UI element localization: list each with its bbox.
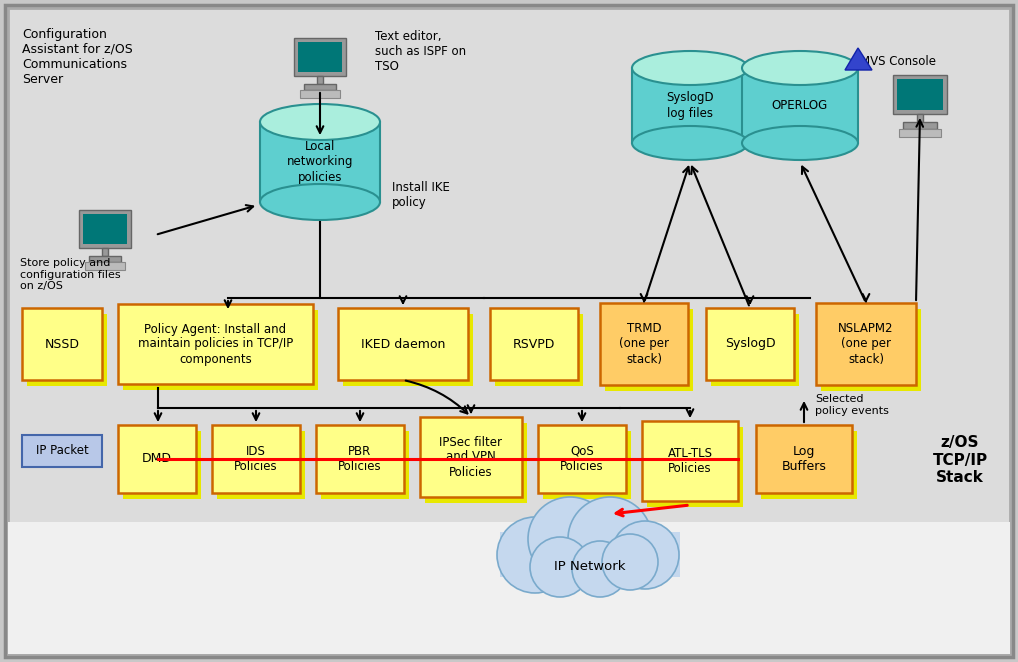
Circle shape <box>572 541 628 597</box>
Bar <box>893 75 947 114</box>
Bar <box>317 76 323 84</box>
Bar <box>490 308 578 380</box>
Bar <box>500 532 680 577</box>
Circle shape <box>611 521 679 589</box>
Ellipse shape <box>742 51 858 85</box>
Bar <box>706 308 794 380</box>
Text: Local
networking
policies: Local networking policies <box>287 140 353 183</box>
Ellipse shape <box>632 126 748 160</box>
Bar <box>298 42 342 72</box>
Bar <box>821 309 921 391</box>
Bar <box>8 522 1010 654</box>
Bar <box>123 431 201 499</box>
Circle shape <box>528 497 612 581</box>
Text: DMD: DMD <box>142 453 172 465</box>
Text: Log
Buffers: Log Buffers <box>782 445 827 473</box>
Ellipse shape <box>260 104 380 140</box>
Bar <box>343 314 473 386</box>
Bar <box>79 210 131 248</box>
Bar <box>711 314 799 386</box>
Text: OPERLOG: OPERLOG <box>772 99 828 112</box>
Circle shape <box>530 537 590 597</box>
Text: TRMD
(one per
stack): TRMD (one per stack) <box>619 322 669 365</box>
Text: Store policy and
configuration files
on z/OS: Store policy and configuration files on … <box>20 258 120 291</box>
Bar <box>338 308 468 380</box>
Text: IKED daemon: IKED daemon <box>360 338 445 350</box>
Text: NSLAPM2
(one per
stack): NSLAPM2 (one per stack) <box>838 322 894 365</box>
Text: Text editor,
such as ISPF on
TSO: Text editor, such as ISPF on TSO <box>375 30 466 73</box>
Bar <box>425 423 527 503</box>
Text: IDS
Policies: IDS Policies <box>234 445 278 473</box>
Bar <box>600 303 688 385</box>
Bar <box>300 90 340 98</box>
Bar <box>217 431 305 499</box>
Ellipse shape <box>742 126 858 160</box>
Bar <box>102 248 108 256</box>
Bar <box>89 256 121 262</box>
Text: PBR
Policies: PBR Policies <box>338 445 382 473</box>
Bar <box>917 114 923 122</box>
Bar <box>22 308 102 380</box>
Bar <box>632 68 748 143</box>
Bar <box>22 435 102 467</box>
Bar <box>903 122 937 128</box>
Text: RSVPD: RSVPD <box>513 338 555 350</box>
Text: IP Network: IP Network <box>554 561 626 573</box>
Polygon shape <box>845 48 872 70</box>
Text: z/OS
TCP/IP
Stack: z/OS TCP/IP Stack <box>932 435 987 485</box>
Ellipse shape <box>632 51 748 85</box>
Bar <box>27 314 107 386</box>
Bar <box>316 425 404 493</box>
Text: NSSD: NSSD <box>45 338 79 350</box>
Bar <box>897 79 943 110</box>
Circle shape <box>568 497 652 581</box>
Bar <box>84 262 125 270</box>
Bar <box>742 68 858 143</box>
Bar <box>543 431 631 499</box>
Text: Install IKE
policy: Install IKE policy <box>392 181 450 209</box>
Bar <box>899 128 941 137</box>
Text: Selected
policy events: Selected policy events <box>815 394 889 416</box>
Bar <box>756 425 852 493</box>
Bar <box>321 431 409 499</box>
Text: ATL-TLS
Policies: ATL-TLS Policies <box>668 447 713 475</box>
Circle shape <box>602 534 658 590</box>
Text: Policy Agent: Install and
maintain policies in TCP/IP
components: Policy Agent: Install and maintain polic… <box>137 322 293 365</box>
Bar <box>420 417 522 497</box>
Text: QoS
Policies: QoS Policies <box>560 445 604 473</box>
Bar <box>260 122 380 202</box>
Bar <box>495 314 583 386</box>
Bar <box>212 425 300 493</box>
Bar <box>605 309 693 391</box>
Bar <box>642 421 738 501</box>
Bar <box>118 304 313 384</box>
Bar <box>304 84 336 90</box>
Bar <box>538 425 626 493</box>
Text: SyslogD
log files: SyslogD log files <box>666 91 714 120</box>
Ellipse shape <box>260 184 380 220</box>
Bar <box>294 38 346 76</box>
Bar <box>83 214 127 244</box>
Text: Configuration
Assistant for z/OS
Communications
Server: Configuration Assistant for z/OS Communi… <box>22 28 132 86</box>
Circle shape <box>497 517 573 593</box>
Text: SyslogD: SyslogD <box>725 338 776 350</box>
Bar <box>816 303 916 385</box>
Bar <box>647 427 743 507</box>
Text: IPSec filter
and VPN
Policies: IPSec filter and VPN Policies <box>440 436 503 479</box>
Text: IP Packet: IP Packet <box>36 444 89 457</box>
Bar <box>123 310 318 390</box>
Text: MVS Console: MVS Console <box>860 55 936 68</box>
Bar <box>761 431 857 499</box>
Bar <box>118 425 196 493</box>
